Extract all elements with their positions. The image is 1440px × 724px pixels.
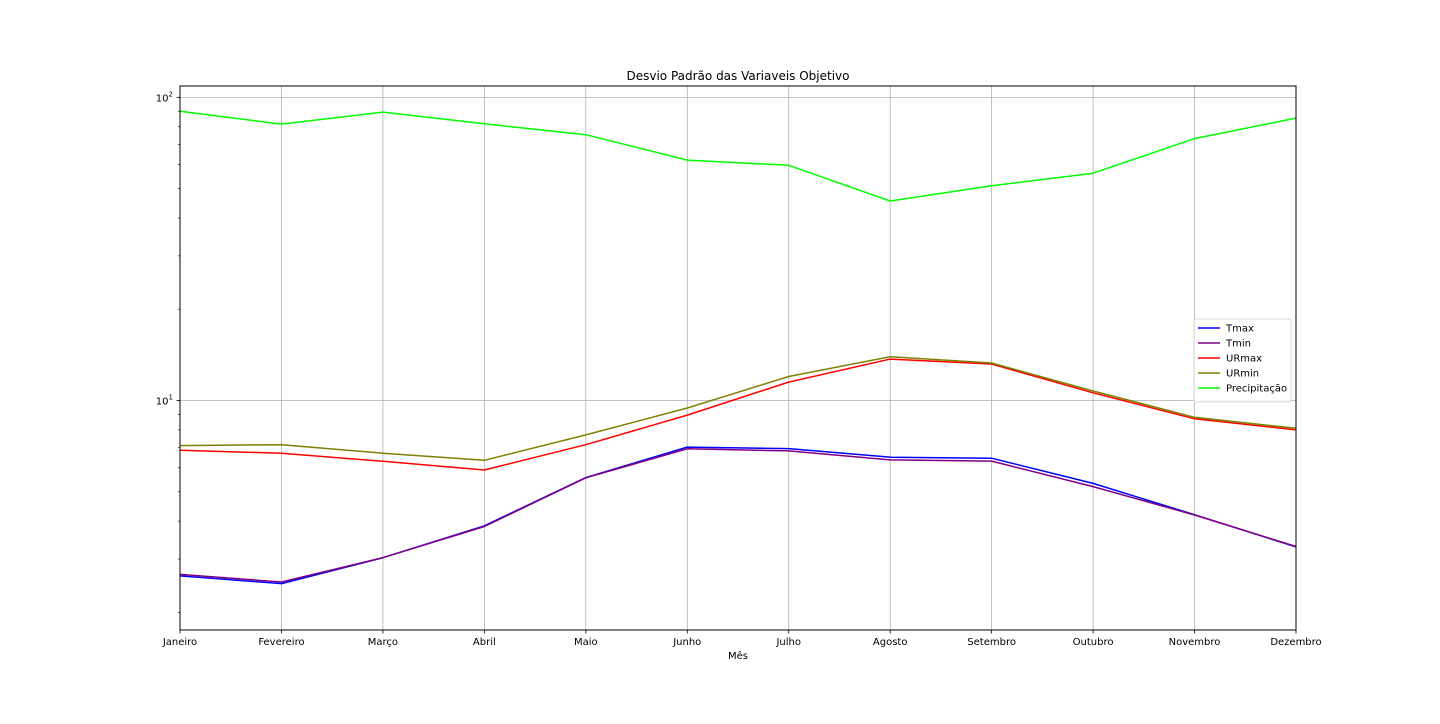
legend-label: Tmin	[1225, 339, 1251, 350]
x-tick-label: Setembro	[967, 637, 1016, 648]
plot-area	[180, 86, 1296, 630]
x-tick-label: Maio	[574, 637, 598, 648]
x-tick-label: Março	[368, 637, 398, 648]
y-tick-label: 102	[156, 90, 173, 104]
series-line-tmin	[179, 448, 1297, 583]
series-line-urmax	[179, 358, 1297, 471]
x-tick-label: Dezembro	[1270, 637, 1321, 648]
y-tick-label: 101	[156, 394, 173, 408]
x-tick-label: Outubro	[1073, 637, 1114, 648]
x-tick-label: Agosto	[873, 637, 908, 648]
legend-label: Tmax	[1225, 324, 1254, 335]
legend-label: URmax	[1226, 354, 1262, 365]
axis-ticks: Janeiro Fevereiro Março Abril Maio Junho Julho…	[156, 90, 1322, 648]
plot-frame	[179, 85, 1297, 631]
legend-label: URmin	[1226, 369, 1259, 380]
series-line-precipitacao	[179, 110, 1297, 202]
x-tick-label: Novembro	[1169, 637, 1221, 648]
legend-label: Precipitação	[1226, 384, 1287, 395]
chart-title: Desvio Padrão das Variaveis Objetivo	[626, 69, 849, 83]
x-axis-label: Mês	[728, 650, 748, 662]
x-tick-label: Junho	[672, 637, 701, 648]
x-tick-label: Janeiro	[162, 637, 197, 648]
legend-box	[1193, 318, 1292, 403]
series-lines	[179, 110, 1297, 585]
legend: Tmax Tmin URmax URmin Precipitação	[1193, 318, 1292, 403]
x-tick-label: Abril	[473, 637, 496, 648]
x-tick-label: Fevereiro	[258, 637, 304, 648]
series-line-urmin	[179, 355, 1297, 462]
x-tick-label: Julho	[775, 637, 801, 648]
